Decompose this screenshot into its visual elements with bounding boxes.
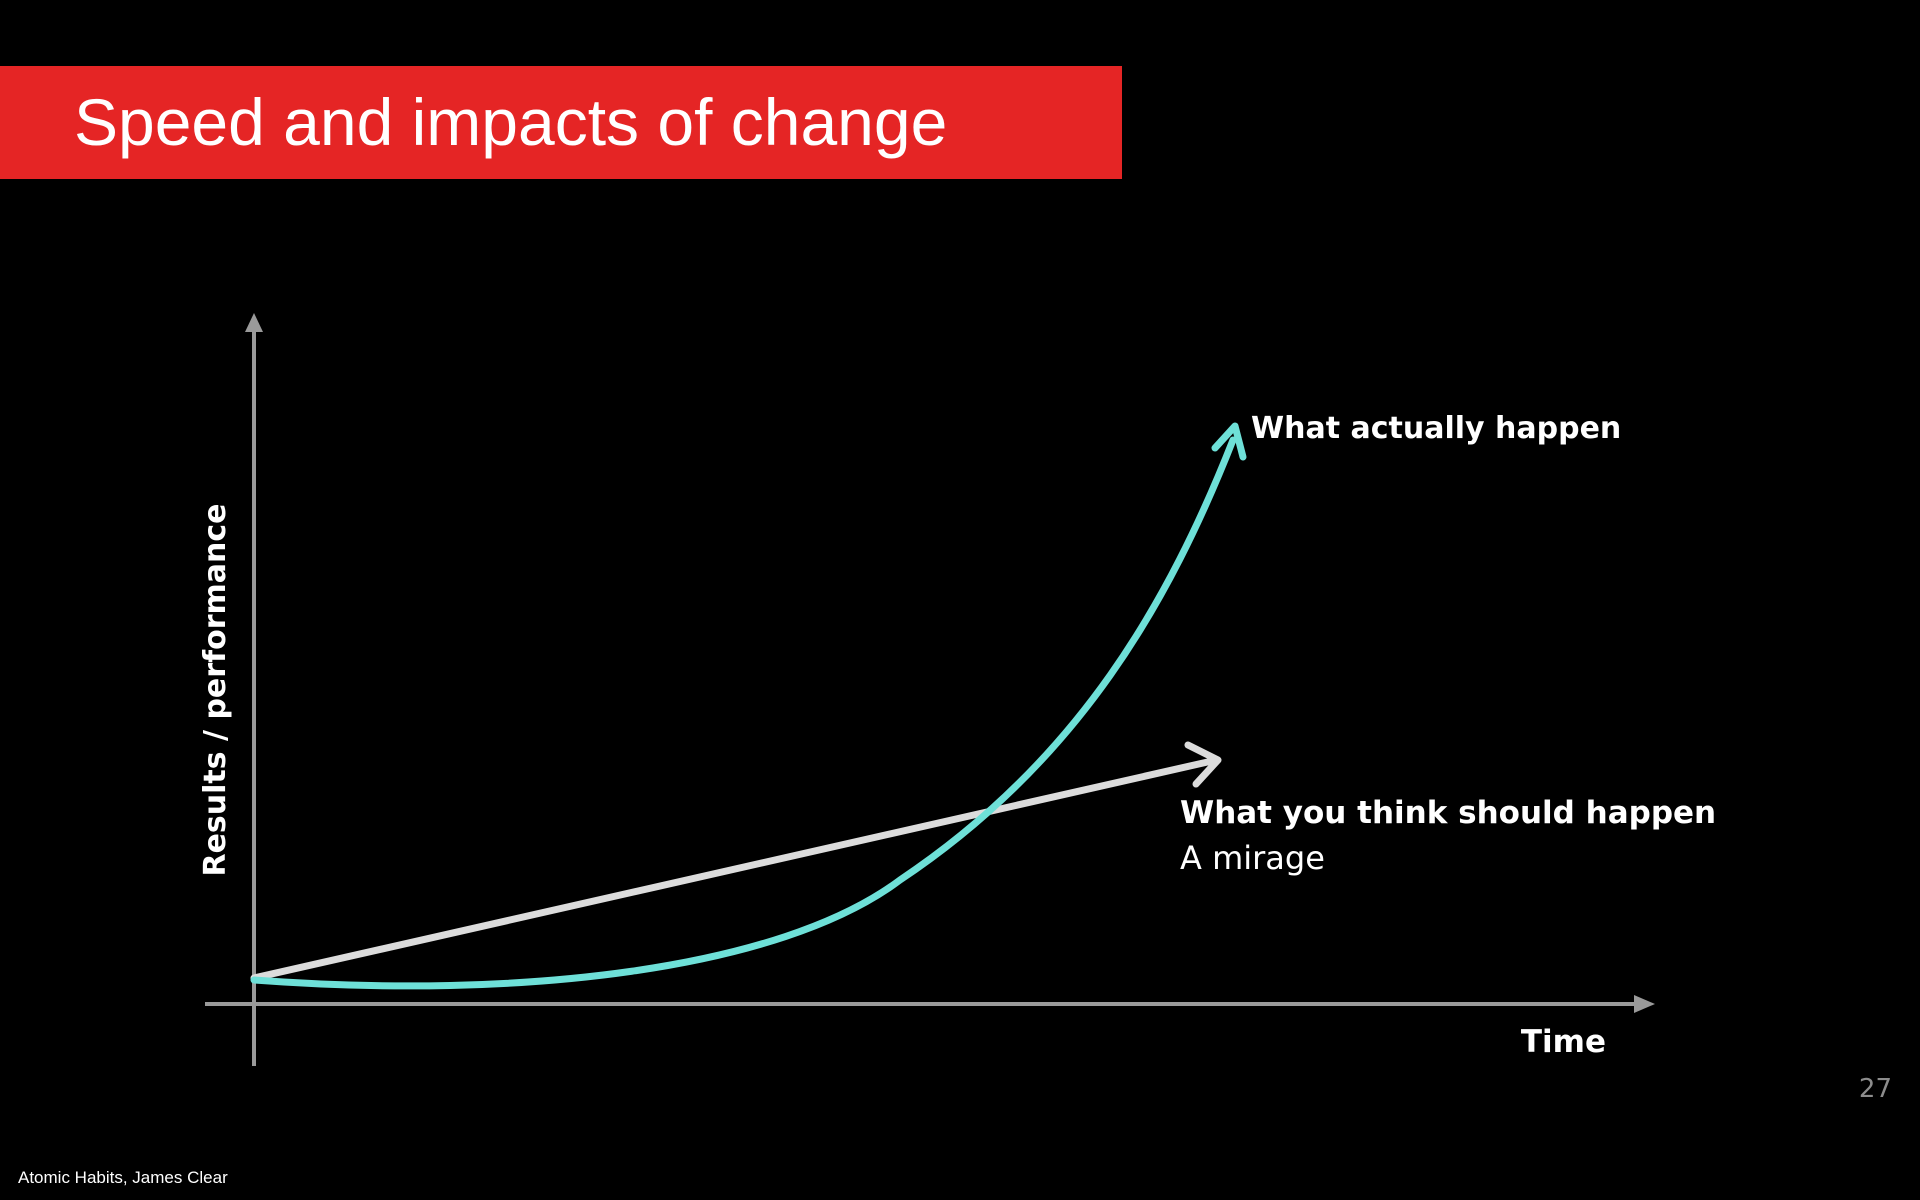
slide-title: Speed and impacts of change: [74, 85, 948, 159]
x-axis-label: Time: [1521, 1024, 1606, 1060]
y-axis-label: Results / performance: [198, 503, 233, 876]
expected-line-sublabel: A mirage: [1180, 839, 1325, 877]
actual-curve: [250, 436, 1237, 990]
actual-curve-label: What actually happen: [1251, 411, 1621, 446]
y-axis-arrowhead: [245, 313, 263, 332]
expected-line: [250, 757, 1216, 982]
actual-curve-arrowhead: [1211, 422, 1247, 461]
x-axis-arrowhead: [1634, 995, 1655, 1013]
page-number: 27: [1858, 1074, 1892, 1104]
expected-line-label: What you think should happen: [1180, 795, 1716, 831]
expected-line-arrowhead: [1184, 741, 1222, 788]
title-bar: Speed and impacts of change: [0, 66, 1122, 179]
source-citation: Atomic Habits, James Clear: [18, 1168, 228, 1187]
